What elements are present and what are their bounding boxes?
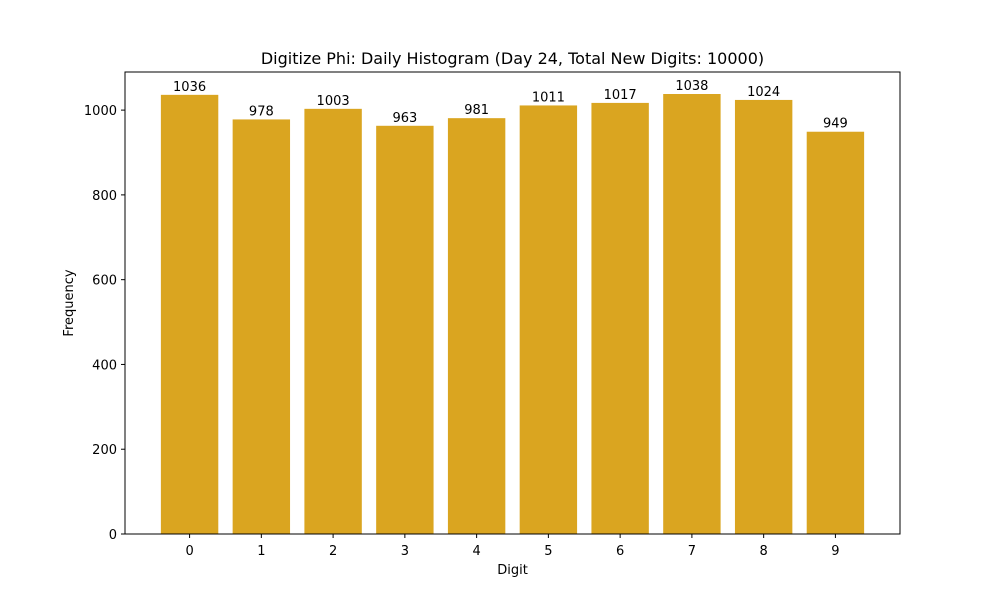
data-label: 1024 [747, 85, 780, 100]
data-label: 1036 [173, 80, 206, 95]
bar-digit-4 [447, 118, 506, 534]
y-tick-label: 0 [109, 528, 117, 543]
y-tick-label: 1000 [84, 104, 117, 119]
y-tick-label: 200 [92, 443, 117, 458]
y-axis-label: Frequency [62, 269, 77, 336]
x-tick-label: 6 [616, 544, 624, 559]
x-tick-label: 5 [544, 544, 552, 559]
x-axis-label: Digit [497, 563, 528, 578]
bar-digit-9 [806, 131, 865, 535]
x-tick-label: 7 [688, 544, 696, 559]
data-label: 949 [823, 117, 848, 132]
y-tick-label: 800 [92, 189, 117, 204]
bar-digit-5 [519, 105, 578, 535]
y-tick-label: 400 [92, 358, 117, 373]
x-tick-label: 9 [831, 544, 839, 559]
x-tick-label: 8 [760, 544, 768, 559]
data-label: 1003 [317, 94, 350, 109]
data-label: 981 [464, 103, 489, 118]
x-axis-ticks: 0 1 2 3 4 5 6 7 8 9 [185, 534, 840, 559]
plot-frame [124, 71, 901, 535]
x-tick-label: 0 [185, 544, 193, 559]
x-tick-label: 4 [472, 544, 480, 559]
bars-group [160, 94, 865, 535]
data-label: 978 [249, 104, 274, 119]
data-label: 1017 [604, 88, 637, 103]
data-label: 963 [392, 111, 417, 126]
bar-digit-8 [734, 99, 793, 535]
y-axis-ticks: 0 200 400 600 800 1000 [84, 104, 125, 543]
bar-digit-1 [232, 119, 291, 534]
x-tick-label: 1 [257, 544, 265, 559]
bar-digit-7 [663, 94, 721, 534]
bar-digit-0 [160, 94, 219, 535]
y-tick-label: 600 [92, 274, 117, 289]
x-tick-label: 2 [329, 544, 337, 559]
data-label: 1038 [675, 79, 708, 94]
data-labels-group: 1036 978 1003 963 981 1011 1017 1038 1024 949 [173, 79, 848, 132]
chart-title: Digitize Phi: Daily Histogram (Day 24, T… [261, 49, 764, 68]
bar-digit-3 [376, 125, 434, 535]
bar-digit-2 [304, 108, 362, 535]
bar-digit-6 [591, 102, 649, 534]
data-label: 1011 [532, 90, 565, 105]
x-tick-label: 3 [401, 544, 409, 559]
